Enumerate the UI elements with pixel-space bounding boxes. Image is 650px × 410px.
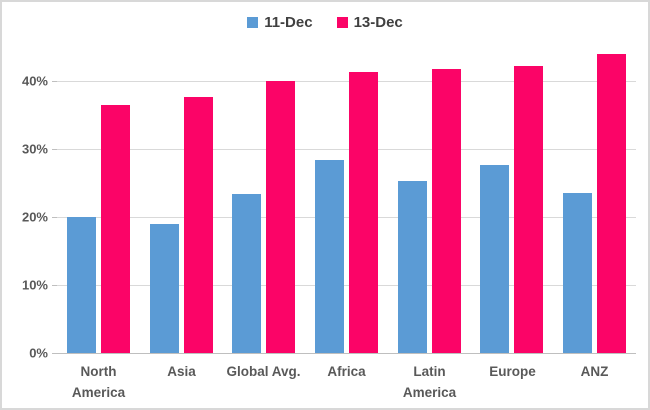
y-tick-10 <box>52 285 57 286</box>
bar-11-dec-europe <box>480 165 509 353</box>
gridline-40 <box>57 80 636 82</box>
bar-11-dec-global-avg <box>232 194 261 353</box>
bar-11-dec-latin-america <box>398 181 427 353</box>
x-label-europe: Europe <box>489 364 536 379</box>
y-tick-label-40: 40% <box>21 73 48 89</box>
bar-13-dec-asia <box>184 97 213 353</box>
bar-13-dec-anz <box>597 54 626 353</box>
bar-11-dec-asia <box>150 224 179 353</box>
bar-13-dec-europe <box>514 66 543 353</box>
gridline-20 <box>57 216 636 218</box>
bar-13-dec-africa <box>349 72 378 353</box>
legend-label-11-dec: 11-Dec <box>264 14 313 31</box>
gridline-30 <box>57 148 636 150</box>
y-tick-label-10: 10% <box>21 277 48 293</box>
legend-swatch-11-dec-icon <box>247 17 259 28</box>
legend-item-13-dec: 13-Dec <box>336 14 403 31</box>
bar-13-dec-global-avg <box>266 81 295 353</box>
bar-13-dec-north-america <box>101 105 130 353</box>
x-label-anz: ANZ <box>580 364 609 379</box>
x-label-latin-america: Latin America <box>402 364 457 400</box>
bar-11-dec-north-america <box>67 217 96 353</box>
legend-label-13-dec: 13-Dec <box>353 14 403 31</box>
y-tick-40 <box>52 81 57 82</box>
x-label-asia: Asia <box>167 364 196 379</box>
bar-11-dec-anz <box>563 193 592 353</box>
y-tick-30 <box>52 149 57 150</box>
x-label-global-avg: Global Avg. <box>226 364 301 379</box>
bar-11-dec-africa <box>315 160 344 353</box>
y-tick-label-30: 30% <box>21 141 48 157</box>
chart-legend: 11-Dec 13-Dec <box>2 14 648 31</box>
y-tick-20 <box>52 217 57 218</box>
plot-area <box>57 47 636 354</box>
y-tick-0 <box>52 353 57 354</box>
legend-swatch-13-dec-icon <box>336 17 348 28</box>
gridline-10 <box>57 284 636 286</box>
bar-13-dec-latin-america <box>432 69 461 353</box>
x-label-north-america: North America <box>71 364 126 400</box>
y-tick-label-0: 0% <box>29 345 48 361</box>
legend-item-11-dec: 11-Dec <box>247 14 313 31</box>
x-label-africa: Africa <box>327 364 366 379</box>
y-tick-label-20: 20% <box>21 209 48 225</box>
